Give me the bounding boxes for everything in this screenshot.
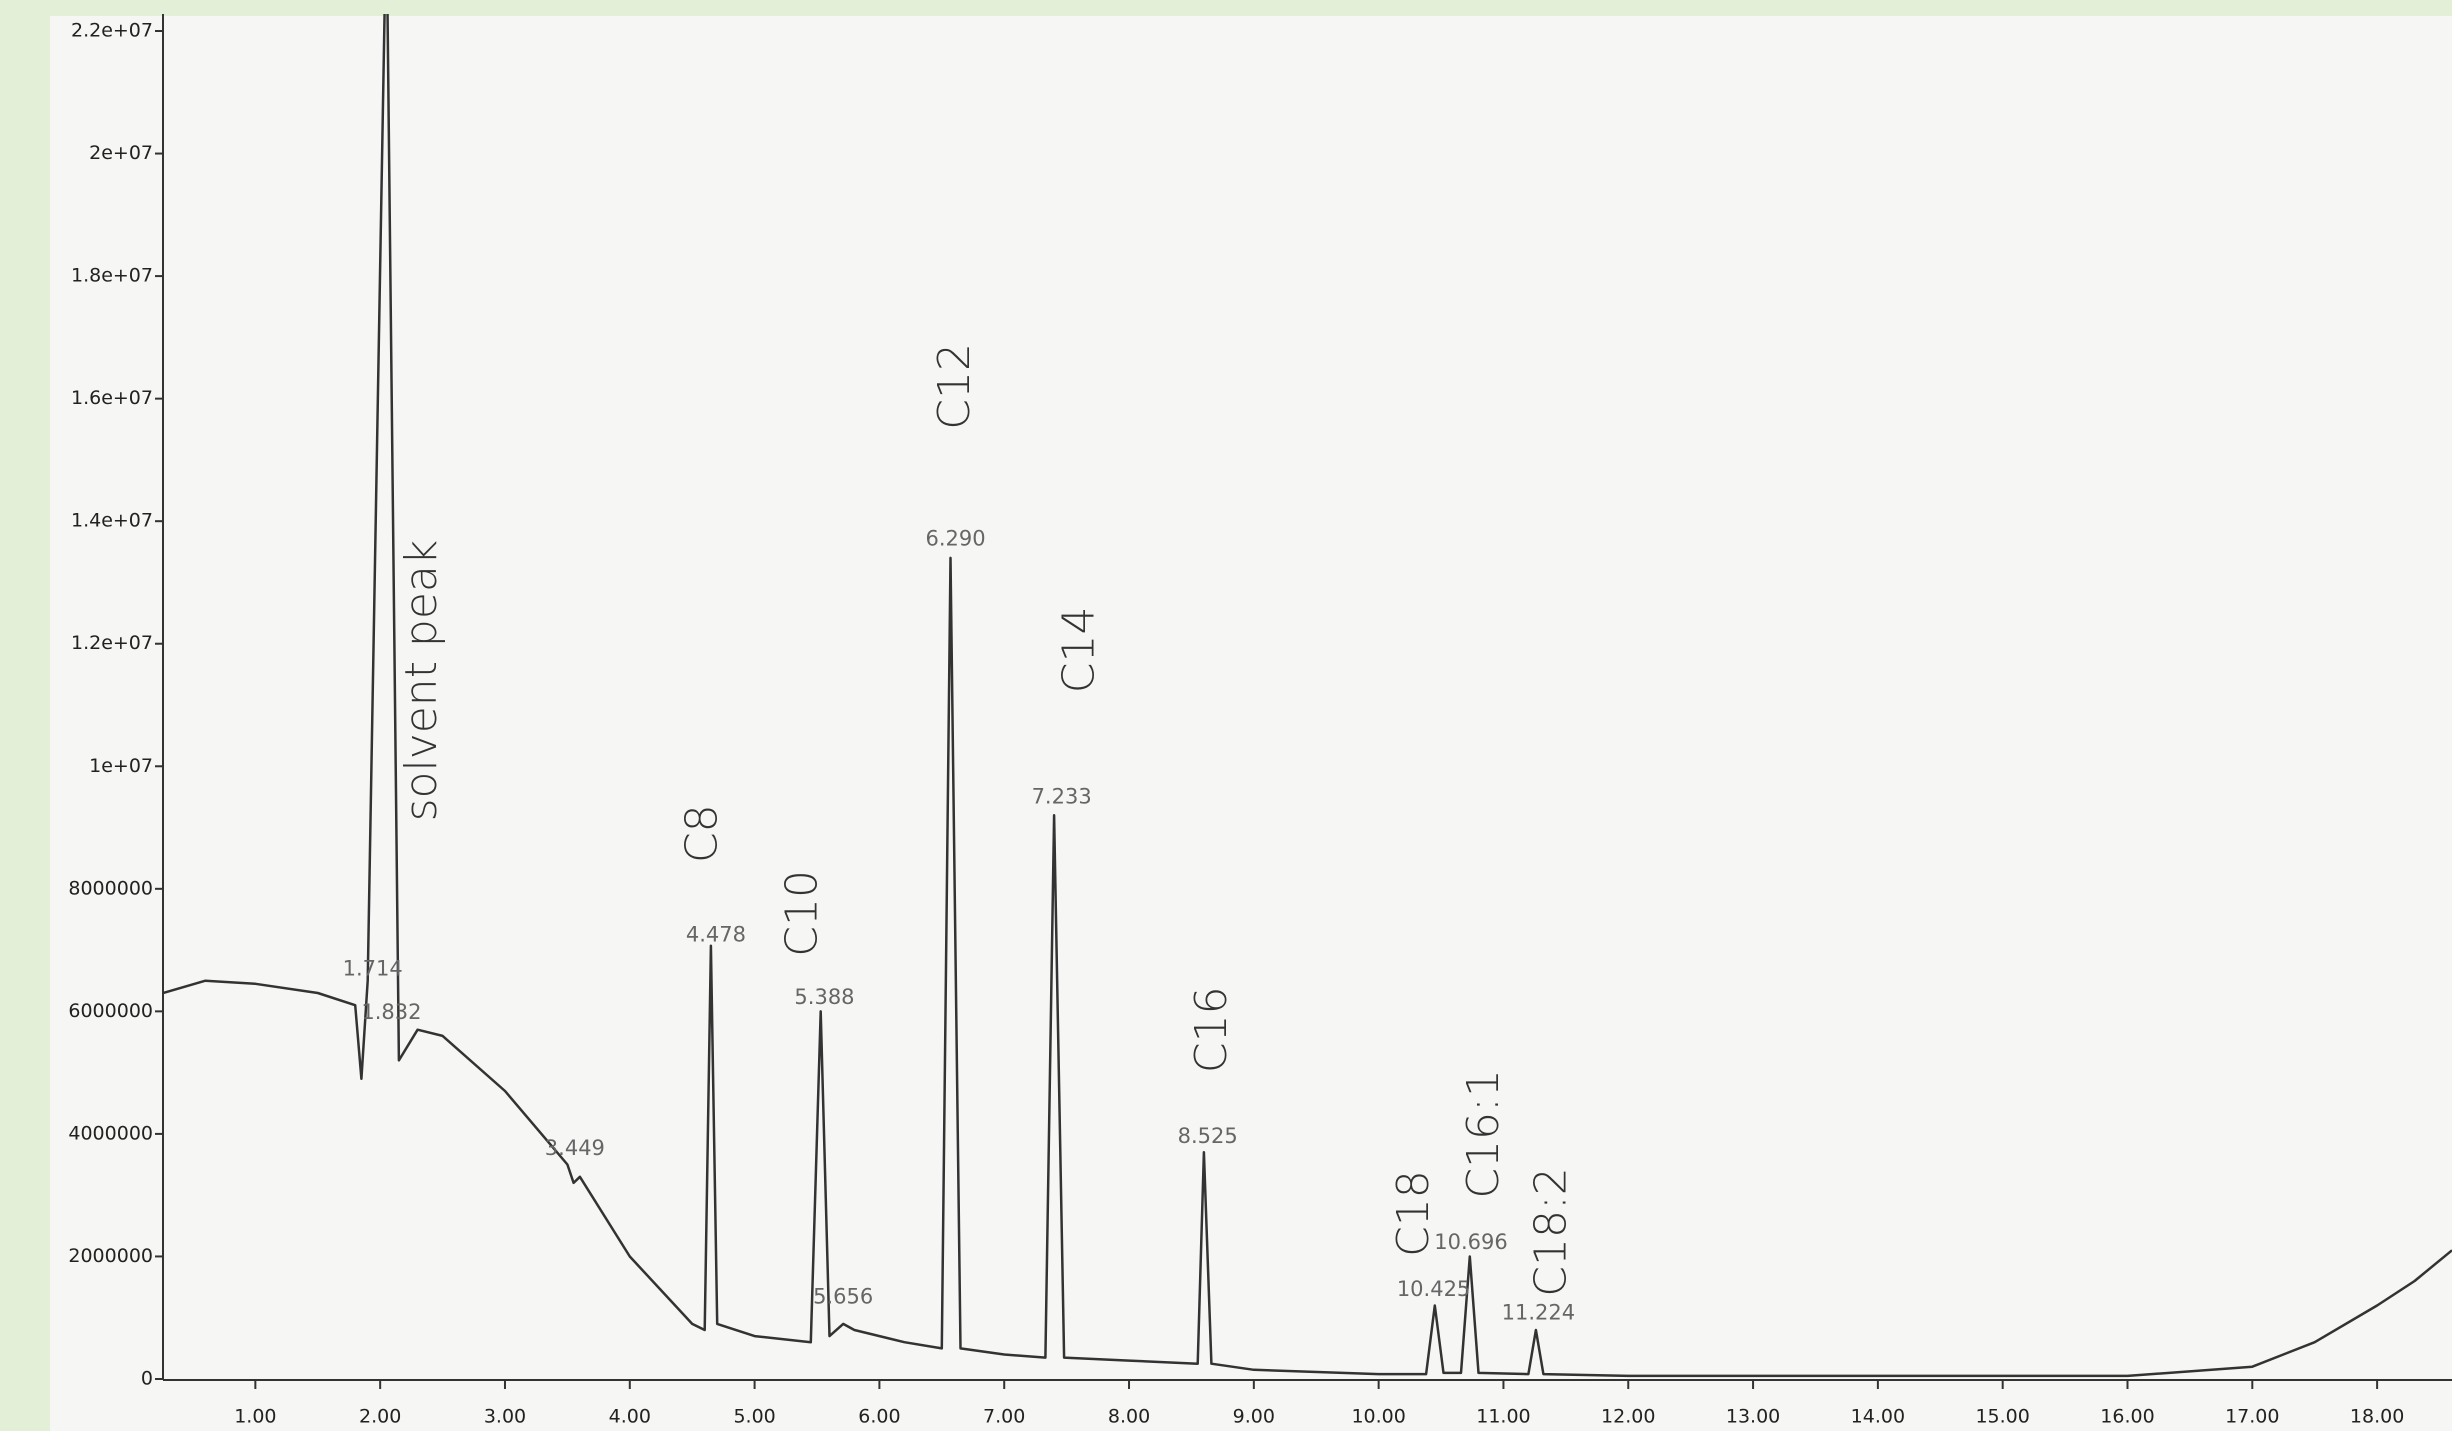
handwritten-label: C8 [677, 804, 728, 863]
x-tick-label: 10.00 [1351, 1406, 1405, 1428]
peak-label: 1.832 [361, 1000, 421, 1024]
x-tick-label: 14.00 [1851, 1406, 1905, 1428]
y-tick-label: 0 [141, 1368, 153, 1390]
peak-label: 1.714 [343, 957, 403, 981]
peak-label: 5.656 [813, 1285, 873, 1309]
peak-label: 8.525 [1178, 1124, 1238, 1148]
handwritten-label: C14 [1054, 606, 1105, 693]
y-tick-label: 2.2e+07 [71, 20, 153, 42]
peak-label: 6.290 [925, 527, 985, 551]
y-tick-label: 2e+07 [89, 142, 153, 164]
peak-label: 3.449 [545, 1136, 605, 1160]
y-tick-label: 1.2e+07 [71, 632, 153, 654]
x-tick-label: 1.00 [234, 1406, 276, 1428]
x-tick-label: 11.00 [1476, 1406, 1530, 1428]
x-tick-label: 6.00 [858, 1406, 900, 1428]
x-tick-label: 7.00 [983, 1406, 1025, 1428]
y-tick-label: 4000000 [68, 1122, 153, 1144]
y-tick-label: 1.4e+07 [71, 510, 153, 532]
y-tick-label: 1.8e+07 [71, 265, 153, 287]
x-tick-label: 4.00 [609, 1406, 651, 1428]
y-tick-label: 2000000 [68, 1245, 153, 1267]
x-tick-label: 8.00 [1108, 1406, 1150, 1428]
x-tick-label: 2.00 [359, 1406, 401, 1428]
handwritten-label: C16 [1186, 986, 1237, 1073]
peak-label: 10.696 [1434, 1230, 1507, 1254]
handwritten-label: C18:2 [1525, 1167, 1576, 1297]
x-tick-label: 5.00 [733, 1406, 775, 1428]
peak-label: 10.425 [1397, 1277, 1470, 1301]
handwritten-label: C10 [777, 870, 828, 957]
handwritten-label: C16:1 [1458, 1069, 1509, 1199]
x-tick-label: 16.00 [2100, 1406, 2154, 1428]
handwritten-label: C12 [929, 343, 980, 430]
x-tick-label: 18.00 [2350, 1406, 2404, 1428]
y-tick-label: 1.6e+07 [71, 387, 153, 409]
x-tick-label: 15.00 [1975, 1406, 2029, 1428]
y-tick-label: 8000000 [68, 877, 153, 899]
peak-label: 7.233 [1032, 785, 1092, 809]
peak-label: 11.224 [1502, 1300, 1575, 1324]
x-tick-label: 3.00 [484, 1406, 526, 1428]
x-tick-label: 12.00 [1601, 1406, 1655, 1428]
x-tick-label: 9.00 [1233, 1406, 1275, 1428]
x-tick-label: 13.00 [1726, 1406, 1780, 1428]
y-tick-label: 1e+07 [89, 755, 153, 777]
peak-label: 4.478 [686, 922, 746, 946]
peak-label: 5.388 [794, 985, 854, 1009]
handwritten-label: C18 [1388, 1170, 1439, 1257]
y-tick-label: 6000000 [68, 1000, 153, 1022]
handwritten-label: solvent peak [396, 540, 447, 822]
chart: 0 2000000 4000000 6000000 8000000 1e+07 1.2e+0… [0, 0, 2452, 1431]
x-tick-label: 17.00 [2225, 1406, 2279, 1428]
